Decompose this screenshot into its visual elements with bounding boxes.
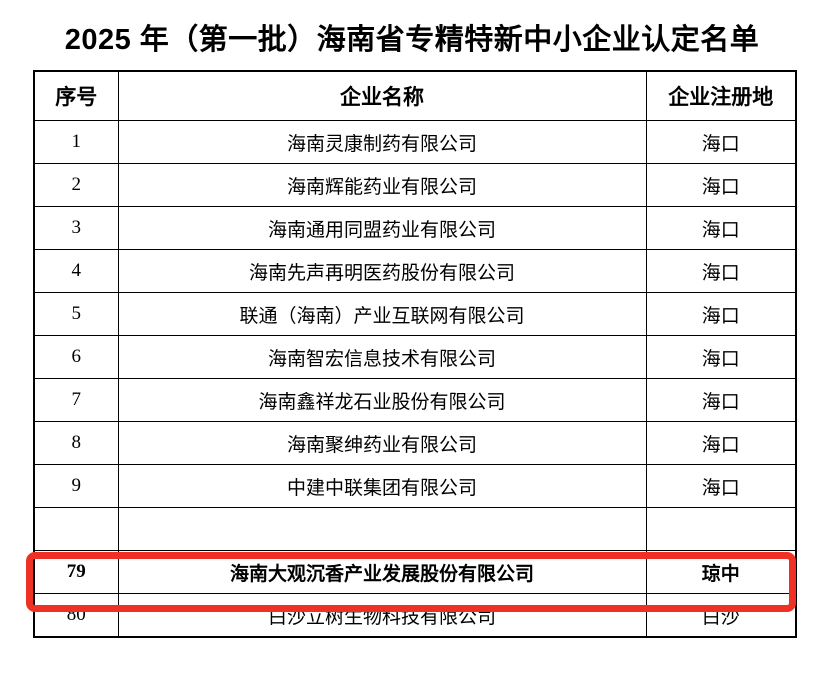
seq-cell: 6	[33, 335, 119, 379]
company-name-cell: 海南辉能药业有限公司	[117, 163, 647, 207]
location-cell: 海口	[645, 163, 797, 207]
table-row-highlighted: 79 海南大观沉香产业发展股份有限公司 琼中	[33, 550, 797, 594]
location-cell	[645, 507, 797, 551]
table-row: 9 中建中联集团有限公司 海口	[33, 464, 797, 508]
location-cell: 海口	[645, 421, 797, 465]
seq-cell: 79	[33, 550, 119, 594]
table-row: 3 海南通用同盟药业有限公司 海口	[33, 206, 797, 250]
seq-cell: 9	[33, 464, 119, 508]
company-name-cell: 中建中联集团有限公司	[117, 464, 647, 508]
company-name-cell: 联通（海南）产业互联网有限公司	[117, 292, 647, 336]
company-name-cell: 海南鑫祥龙石业股份有限公司	[117, 378, 647, 422]
header-company-name: 企业名称	[117, 70, 647, 121]
company-table: 序号 企业名称 企业注册地 1 海南灵康制药有限公司 海口 2 海南辉能药业有限…	[33, 70, 797, 638]
table-row: 6 海南智宏信息技术有限公司 海口	[33, 335, 797, 379]
location-cell: 海口	[645, 249, 797, 293]
seq-cell: 7	[33, 378, 119, 422]
location-cell: 海口	[645, 335, 797, 379]
company-name-cell: 海南先声再明医药股份有限公司	[117, 249, 647, 293]
table-row: 8 海南聚绅药业有限公司 海口	[33, 421, 797, 465]
company-name-cell	[117, 507, 647, 551]
seq-cell: 1	[33, 120, 119, 164]
location-cell: 海口	[645, 464, 797, 508]
table-row: 1 海南灵康制药有限公司 海口	[33, 120, 797, 164]
table-row: 7 海南鑫祥龙石业股份有限公司 海口	[33, 378, 797, 422]
header-registration-place: 企业注册地	[645, 70, 797, 121]
seq-cell: 8	[33, 421, 119, 465]
seq-cell: 2	[33, 163, 119, 207]
location-cell: 白沙	[645, 593, 797, 638]
seq-cell: 5	[33, 292, 119, 336]
seq-cell: 4	[33, 249, 119, 293]
header-seq: 序号	[33, 70, 119, 121]
table-row: 5 联通（海南）产业互联网有限公司 海口	[33, 292, 797, 336]
location-cell: 海口	[645, 292, 797, 336]
company-name-cell: 白沙立树生物科技有限公司	[117, 593, 647, 638]
page-title: 2025 年（第一批）海南省专精特新中小企业认定名单	[64, 24, 760, 56]
table-row: 4 海南先声再明医药股份有限公司 海口	[33, 249, 797, 293]
table-row: 80 白沙立树生物科技有限公司 白沙	[33, 593, 797, 638]
company-name-cell: 海南聚绅药业有限公司	[117, 421, 647, 465]
location-cell: 琼中	[645, 550, 797, 594]
company-name-cell: 海南大观沉香产业发展股份有限公司	[117, 550, 647, 594]
table-row: 2 海南辉能药业有限公司 海口	[33, 163, 797, 207]
table-header-row: 序号 企业名称 企业注册地	[33, 70, 797, 121]
seq-cell: 3	[33, 206, 119, 250]
company-name-cell: 海南通用同盟药业有限公司	[117, 206, 647, 250]
seq-cell: 80	[33, 593, 119, 638]
table-row-empty	[33, 507, 797, 551]
seq-cell	[33, 507, 119, 551]
location-cell: 海口	[645, 206, 797, 250]
company-name-cell: 海南灵康制药有限公司	[117, 120, 647, 164]
location-cell: 海口	[645, 378, 797, 422]
location-cell: 海口	[645, 120, 797, 164]
company-name-cell: 海南智宏信息技术有限公司	[117, 335, 647, 379]
